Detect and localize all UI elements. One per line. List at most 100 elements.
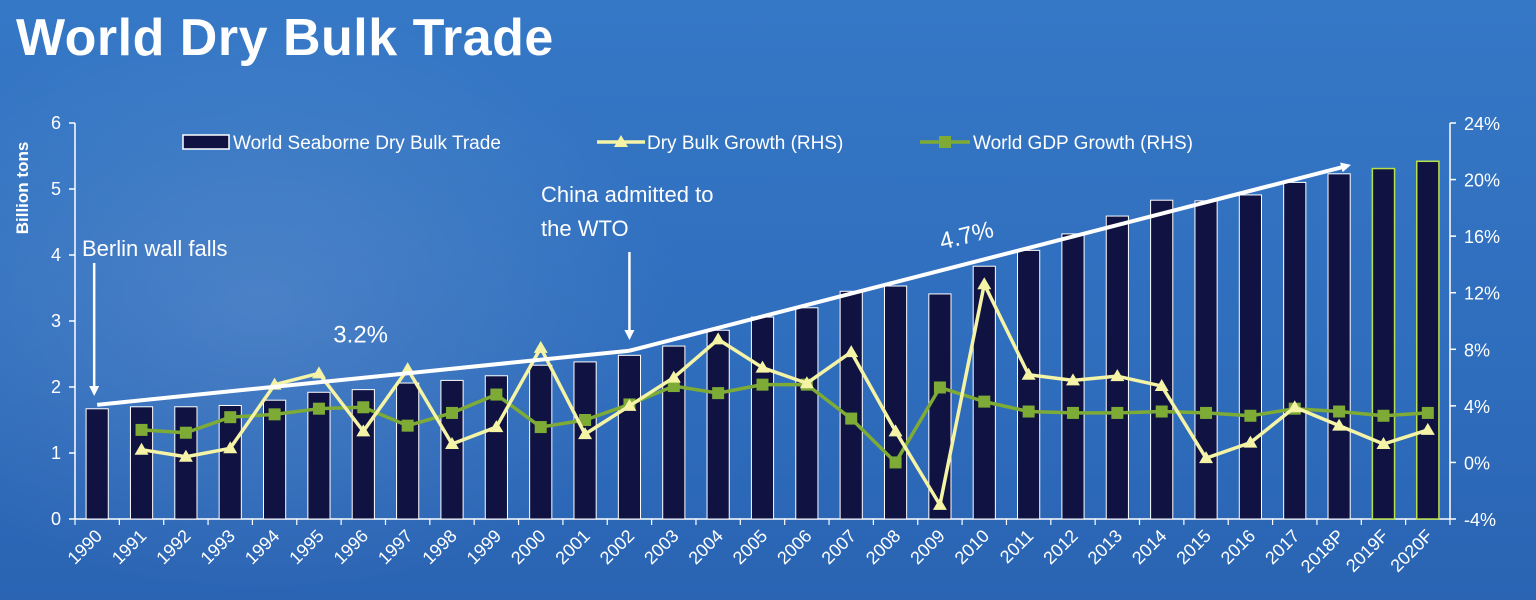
x-tick-label: 2020F xyxy=(1386,526,1436,576)
x-tick-label: 1997 xyxy=(374,526,416,568)
bar xyxy=(1105,215,1129,520)
x-tick-label: 2008 xyxy=(862,526,904,568)
gdp-growth-point xyxy=(268,408,281,421)
dry-bulk-growth-point xyxy=(1420,422,1435,435)
dry-bulk-growth-point xyxy=(1021,367,1036,380)
y2-tick-label: 12% xyxy=(1464,284,1500,304)
legend-label-gdp: World GDP Growth (RHS) xyxy=(973,133,1193,154)
dry-bulk-growth-point xyxy=(888,424,903,437)
trend-arrow-2 xyxy=(628,162,1351,353)
bar xyxy=(1415,160,1440,520)
x-tick-label: 2016 xyxy=(1217,526,1259,568)
x-tick-label: 2002 xyxy=(596,526,638,568)
legend-swatch-gdp-marker xyxy=(939,136,951,148)
dry-bulk-growth-point xyxy=(1287,400,1302,413)
dry-bulk-growth-point xyxy=(178,449,193,462)
x-tick-label: 1991 xyxy=(108,526,150,568)
legend-label-dry-bulk: Dry Bulk Growth (RHS) xyxy=(647,133,843,154)
bar xyxy=(263,399,287,520)
gdp-growth-point xyxy=(889,456,902,469)
gdp-growth-point xyxy=(1377,409,1390,422)
dry-bulk-growth-point xyxy=(1332,418,1347,431)
gdp-growth-point xyxy=(712,387,725,400)
gdp-growth-point xyxy=(179,426,192,439)
y-tick-label: 3 xyxy=(51,311,61,331)
x-tick-label: 2009 xyxy=(906,526,948,568)
x-tick-label: 2000 xyxy=(507,526,549,568)
y-tick-label: 5 xyxy=(51,179,61,199)
gdp-growth-point xyxy=(579,414,592,426)
annotation-berlin: Berlin wall falls xyxy=(82,236,228,261)
bar xyxy=(617,354,642,520)
gdp-growth-point xyxy=(933,381,946,394)
legend-label-trade: World Seaborne Dry Bulk Trade xyxy=(233,133,501,154)
bar xyxy=(839,290,863,520)
bar xyxy=(972,265,996,520)
dry-bulk-growth-point xyxy=(844,345,859,358)
bar xyxy=(174,406,198,520)
dry-bulk-growth-point xyxy=(666,370,681,383)
x-tick-label: 2011 xyxy=(996,526,1038,568)
y2-tick-label: 24% xyxy=(1464,114,1500,134)
dry-bulk-growth-point xyxy=(977,277,992,290)
gdp-growth-point xyxy=(1022,405,1035,418)
dry-bulk-growth-point xyxy=(932,497,947,510)
bar xyxy=(484,375,508,520)
dry-bulk-growth-point xyxy=(578,427,593,440)
bar xyxy=(1194,200,1218,520)
x-tick-label: 1999 xyxy=(463,526,505,568)
bar xyxy=(1017,249,1041,520)
gdp-growth-point xyxy=(1200,406,1213,419)
x-tick-label: 2007 xyxy=(818,526,860,568)
bar xyxy=(928,293,952,520)
y-tick-label: 0 xyxy=(51,509,61,529)
x-tick-label: 2012 xyxy=(1039,526,1081,568)
x-tick-label: 2001 xyxy=(551,526,593,568)
bar xyxy=(1327,173,1351,520)
dry-bulk-growth-point xyxy=(755,360,770,373)
gdp-growth-point xyxy=(1244,409,1257,422)
y2-tick-label: 8% xyxy=(1464,340,1490,360)
bar xyxy=(218,404,242,520)
x-tick-label: 1996 xyxy=(330,526,372,568)
dry-bulk-growth-point xyxy=(799,376,814,389)
bar xyxy=(883,285,908,520)
gdp-growth-point xyxy=(845,412,858,425)
dry-bulk-growth-point xyxy=(533,340,548,353)
y2-tick-label: 20% xyxy=(1464,171,1500,191)
gdp-growth-point xyxy=(534,421,547,434)
legend-swatch-trade xyxy=(182,134,230,150)
gdp-growth-point xyxy=(978,395,991,408)
x-tick-label: 1998 xyxy=(418,526,460,568)
bar xyxy=(529,364,553,520)
gdp-growth-point xyxy=(490,388,503,401)
bar xyxy=(1238,194,1262,520)
bar xyxy=(573,361,597,520)
x-tick-label: 2018P xyxy=(1297,526,1348,577)
gdp-growth-point xyxy=(446,406,459,419)
y2-tick-label: -4% xyxy=(1464,510,1496,530)
dry-bulk-growth-point xyxy=(711,332,726,345)
bar xyxy=(1283,181,1307,520)
y-axis-label: Billion tons xyxy=(13,142,32,235)
gdp-growth-point xyxy=(756,378,769,391)
gdp-growth-point xyxy=(224,411,237,424)
dry-bulk-growth-point xyxy=(489,420,504,433)
rate-label-2: 4.7% xyxy=(937,216,997,255)
dry-bulk-growth-point xyxy=(1110,369,1125,382)
dry-bulk-growth-point xyxy=(223,441,238,454)
bar xyxy=(1371,167,1396,520)
x-tick-label: 2003 xyxy=(640,526,682,568)
y-tick-label: 2 xyxy=(51,377,61,397)
gdp-growth-point xyxy=(357,401,370,414)
page-title: World Dry Bulk Trade xyxy=(16,9,554,67)
x-tick-label: 2006 xyxy=(773,526,815,568)
x-tick-label: 2013 xyxy=(1084,526,1126,568)
y2-tick-label: 0% xyxy=(1464,453,1490,473)
x-tick-label: 1992 xyxy=(152,526,194,568)
dry-bulk-growth-point xyxy=(1154,379,1169,392)
bar xyxy=(85,408,109,520)
x-tick-label: 1995 xyxy=(285,526,327,568)
dry-bulk-growth-point xyxy=(1376,437,1391,450)
